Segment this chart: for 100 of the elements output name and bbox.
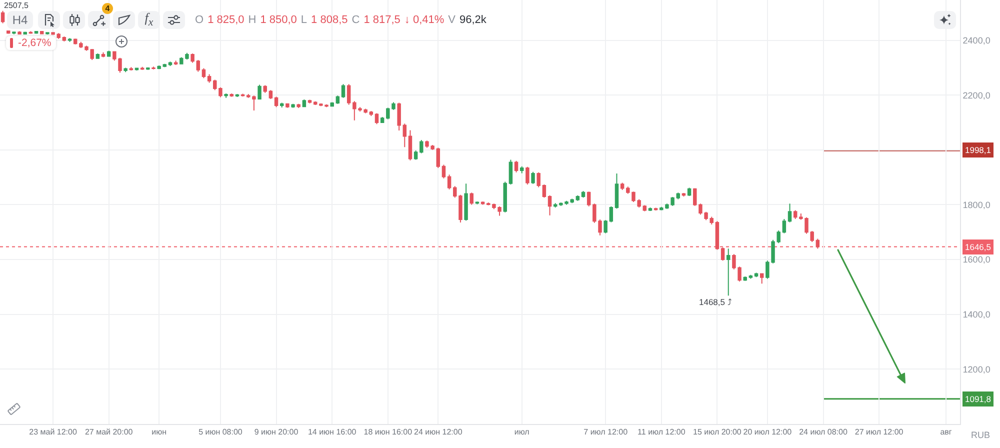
candlestick (196, 60, 200, 72)
candlestick (157, 65, 161, 70)
x-tick-label: 23 май 12:00 (29, 428, 78, 437)
candlestick (520, 166, 524, 174)
x-tick-label: 24 июл 08:00 (799, 428, 848, 437)
candlestick (604, 220, 608, 234)
candlestick (442, 164, 446, 179)
candlestick (620, 182, 624, 190)
candlestick (146, 66, 150, 70)
candlestick (230, 92, 234, 98)
ref-line-label: 1646,5 (965, 242, 992, 252)
candlestick (96, 52, 100, 60)
candlestick (302, 98, 306, 108)
candlestick (710, 216, 714, 225)
candlestick (207, 74, 212, 84)
candlestick (263, 84, 267, 94)
candlestick (760, 272, 764, 284)
candlestick (508, 159, 513, 185)
candlestick (374, 112, 379, 125)
candlestick (291, 103, 295, 108)
candlestick (581, 190, 586, 198)
x-tick-label: 24 июн 12:00 (414, 428, 463, 437)
candlestick (715, 220, 720, 250)
y-tick-label: 1600,0 (962, 254, 990, 265)
x-tick-label: 18 июн 16:00 (364, 428, 413, 437)
annotation: H (248, 14, 256, 26)
candlestick (748, 274, 753, 280)
x-tick-label: 27 июл 12:00 (854, 428, 904, 437)
toolbar-button: f$_{x}$ (138, 11, 160, 29)
candlestick (609, 206, 614, 223)
candlestick (246, 94, 250, 98)
candlestick (408, 130, 412, 161)
candlestick (18, 30, 22, 36)
candlestick (553, 202, 558, 208)
candlestick (190, 52, 194, 64)
ref-line-label: 1091,8 (965, 394, 992, 404)
x-tick-label: июл (514, 428, 530, 437)
candlestick (202, 68, 206, 79)
toolbar-button: H4 (7, 11, 33, 29)
annotation: -2,67% (18, 36, 52, 48)
candlestick (46, 32, 50, 36)
candlestick (313, 100, 318, 106)
candlestick (503, 181, 507, 213)
annotation: O (195, 14, 204, 26)
candlestick (101, 52, 106, 58)
candlestick (470, 192, 474, 206)
candlestick (286, 102, 290, 108)
candlestick (536, 172, 540, 188)
candlestick (687, 187, 692, 196)
candlestick (782, 218, 786, 234)
candlestick (514, 160, 518, 173)
candlestick (162, 63, 167, 68)
candlestick (402, 123, 407, 148)
candlestick (152, 66, 156, 70)
candlestick (174, 60, 178, 66)
annotation: C (352, 14, 360, 26)
x-tick-label: 5 июн 08:00 (198, 428, 243, 437)
candlestick (542, 184, 546, 198)
candlestick (531, 171, 535, 184)
candlestick (341, 84, 346, 98)
x-tick-label: 20 июл 12:00 (743, 428, 792, 437)
candlestick (252, 95, 256, 111)
candlestick (576, 194, 580, 202)
candlestick (12, 31, 16, 35)
x-tick-label: 15 июл 20:00 (693, 428, 742, 437)
candlestick (68, 38, 72, 42)
candlestick (614, 172, 619, 210)
x-tick-label: 9 июн 20:00 (254, 428, 299, 437)
annotation: 96,2k (460, 14, 486, 26)
x-tick-label: 11 июл 12:00 (638, 428, 686, 437)
candlestick (224, 92, 228, 98)
candlestick (268, 90, 273, 100)
candlestick (414, 150, 418, 160)
candlestick (369, 110, 374, 116)
candlestick (346, 84, 351, 106)
annotation: ↓ 0,41% (404, 14, 444, 26)
candlestick (73, 38, 78, 45)
annotation: 1 850,0 (260, 14, 297, 26)
candlestick (720, 246, 725, 262)
annotation: 1 817,5 (364, 14, 400, 26)
candlestick (397, 102, 401, 131)
candlestick (447, 174, 452, 190)
candlestick (486, 202, 490, 206)
annotation: H4 (12, 13, 28, 27)
change-badge: -2,67% (6, 36, 56, 50)
candlestick (124, 67, 128, 73)
annotation: 2507,5 (4, 1, 30, 10)
candlestick (296, 103, 300, 108)
candlestick (526, 166, 530, 185)
candlestick (676, 192, 680, 200)
candlestick (380, 116, 384, 124)
x-tick-label: 14 июн 16:00 (308, 428, 357, 437)
candlestick (258, 84, 262, 100)
candlestick (788, 203, 792, 223)
annotation: 1468,5 ⤴ (699, 297, 732, 307)
candlestick (330, 102, 334, 108)
ref-line-label: 1998,1 (965, 145, 992, 155)
annotation: 1 808,5 (311, 14, 348, 26)
y-tick-label: 2200,0 (962, 90, 990, 100)
candlestick (0, 10, 5, 24)
